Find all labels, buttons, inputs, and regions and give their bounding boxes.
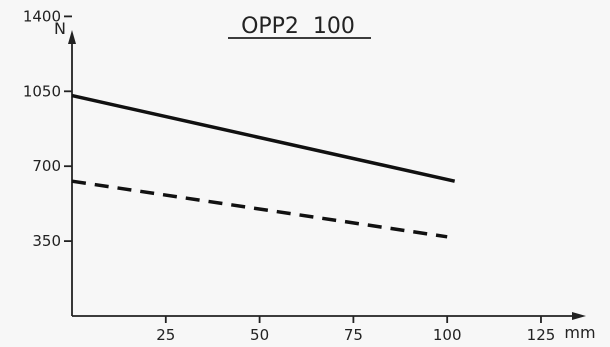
x-tick-label: 75 [344, 326, 363, 344]
series-line-solid [71, 93, 456, 183]
x-tick-label: 100 [433, 326, 462, 344]
y-tick-label: 700 [32, 157, 61, 175]
y-ticks: 350 700 1050 1400 [23, 7, 72, 250]
chart-title: OPP2 100 [241, 14, 355, 39]
series-layer [71, 93, 456, 239]
y-tick-label: 1400 [23, 7, 61, 25]
x-tick-label: 125 [527, 326, 556, 344]
x-axis-arrow-icon [572, 312, 586, 320]
series-line-dashed [71, 179, 448, 239]
x-axis-label: mm [564, 323, 595, 342]
x-tick-label: 25 [156, 326, 175, 344]
y-axis-arrow-icon [68, 30, 76, 44]
y-axis-label: N [54, 19, 66, 38]
x-tick-label: 50 [250, 326, 269, 344]
y-tick-label: 350 [32, 232, 61, 250]
y-tick-label: 1050 [23, 82, 61, 100]
x-ticks: 25 50 75 100 125 [156, 316, 555, 344]
